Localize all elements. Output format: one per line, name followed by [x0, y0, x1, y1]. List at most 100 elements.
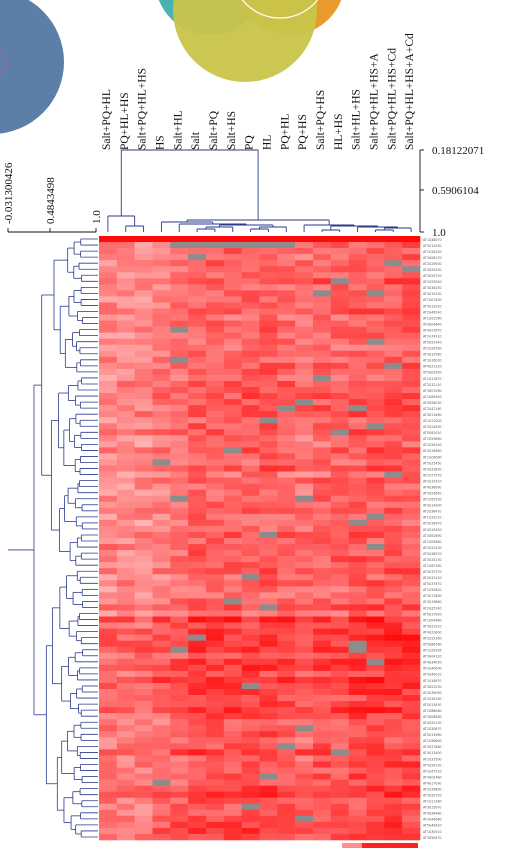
heatmap-cell [384, 525, 403, 533]
heatmap-cell [366, 447, 385, 454]
heatmap-cell [259, 290, 278, 297]
heatmap-cell [116, 803, 135, 811]
heatmap-cell [223, 423, 242, 430]
heatmap-cell [348, 272, 367, 279]
heatmap-cell [188, 308, 207, 315]
heatmap-cell [170, 670, 189, 678]
heatmap-cell [330, 652, 349, 660]
heatmap-cell [170, 272, 189, 279]
heatmap-cell [402, 236, 421, 243]
heatmap-cell [348, 670, 367, 678]
heatmap-cell [384, 362, 403, 370]
heatmap-cell [116, 453, 135, 460]
column-label: HS [155, 135, 167, 150]
heatmap-cell [223, 809, 242, 817]
heatmap-cell [99, 833, 118, 841]
heatmap-cell [170, 731, 189, 738]
heatmap-cell [402, 550, 421, 557]
heatmap-cell [99, 435, 118, 442]
heatmap-cell [241, 646, 260, 654]
heatmap-cell [384, 803, 403, 811]
row-label: AT4G10250 [423, 292, 442, 296]
heatmap-cell [295, 350, 314, 358]
heatmap-cell [241, 266, 260, 273]
heatmap-cell [313, 284, 332, 291]
heatmap-cell [295, 387, 314, 394]
heatmap-cell [348, 713, 367, 720]
heatmap-cell [99, 544, 118, 551]
heatmap-cell [259, 477, 278, 484]
heatmap-cell [206, 471, 225, 478]
heatmap-cell [223, 332, 242, 339]
row-label: AT5G54100 [423, 763, 442, 767]
heatmap-cell [206, 374, 225, 382]
heatmap-cell [259, 821, 278, 829]
heatmap-cell [295, 767, 314, 774]
heatmap-cell [295, 658, 314, 666]
heatmap-cell [295, 531, 314, 539]
heatmap-cell [313, 670, 332, 678]
heatmap-cell [277, 338, 296, 346]
heatmap-cell [206, 387, 225, 394]
heatmap-cell [366, 483, 385, 490]
heatmap-cell [223, 610, 242, 617]
heatmap-cell [134, 815, 153, 823]
heatmap-cell [188, 755, 207, 762]
heatmap-cell [99, 350, 118, 358]
heatmap-cell [330, 676, 349, 684]
heatmap-cell [170, 676, 189, 684]
heatmap-cell [206, 411, 225, 418]
heatmap-cell [134, 628, 153, 635]
heatmap-cell [295, 368, 314, 376]
heatmap-cell [313, 634, 332, 641]
heatmap-cell [384, 809, 403, 817]
heatmap-cell [152, 429, 171, 436]
heatmap-cell [313, 815, 332, 823]
heatmap-cell [152, 272, 171, 279]
heatmap-cell [241, 483, 260, 490]
heatmap-cell [188, 471, 207, 478]
heatmap-cell [134, 749, 153, 756]
heatmap-cell [223, 550, 242, 557]
heatmap-cell [116, 701, 135, 708]
heatmap-cell [295, 423, 314, 430]
heatmap-cell [152, 556, 171, 563]
heatmap-cell [402, 314, 421, 321]
heatmap-cell [188, 640, 207, 648]
heatmap-cell [134, 242, 153, 249]
heatmap-cell [384, 640, 403, 648]
heatmap-cell [170, 689, 189, 696]
heatmap-cell [330, 755, 349, 762]
heatmap-cell [402, 785, 421, 792]
heatmap-cell [277, 320, 296, 327]
heatmap-cell [241, 519, 260, 527]
heatmap-cell [116, 296, 135, 303]
heatmap-cell [277, 356, 296, 364]
heatmap-cell [188, 761, 207, 768]
row-label: AT5G02500 [423, 371, 442, 375]
heatmap-cell [152, 380, 171, 388]
heatmap-cell [170, 368, 189, 376]
heatmap-cell [241, 453, 260, 460]
heatmap-cell [313, 290, 332, 297]
heatmap-cell [295, 755, 314, 762]
heatmap-cell [277, 314, 296, 321]
heatmap-cell [206, 501, 225, 509]
row-label: AT3G25230 [423, 558, 442, 562]
heatmap-cell [348, 260, 367, 267]
heatmap-cell [152, 387, 171, 394]
heatmap-cell [206, 368, 225, 376]
heatmap-cell [223, 833, 242, 841]
heatmap-cell [330, 284, 349, 291]
heatmap-cell [366, 296, 385, 303]
heatmap-cell [134, 417, 153, 424]
heatmap-cell [295, 701, 314, 708]
heatmap-cell [402, 525, 421, 533]
heatmap-cell [277, 399, 296, 406]
heatmap-cell [330, 592, 349, 599]
heatmap-cell [259, 380, 278, 388]
heatmap-cell [277, 701, 296, 708]
column-label: HL+HS [333, 113, 345, 150]
heatmap-cell [384, 387, 403, 394]
heatmap-cell [384, 483, 403, 490]
